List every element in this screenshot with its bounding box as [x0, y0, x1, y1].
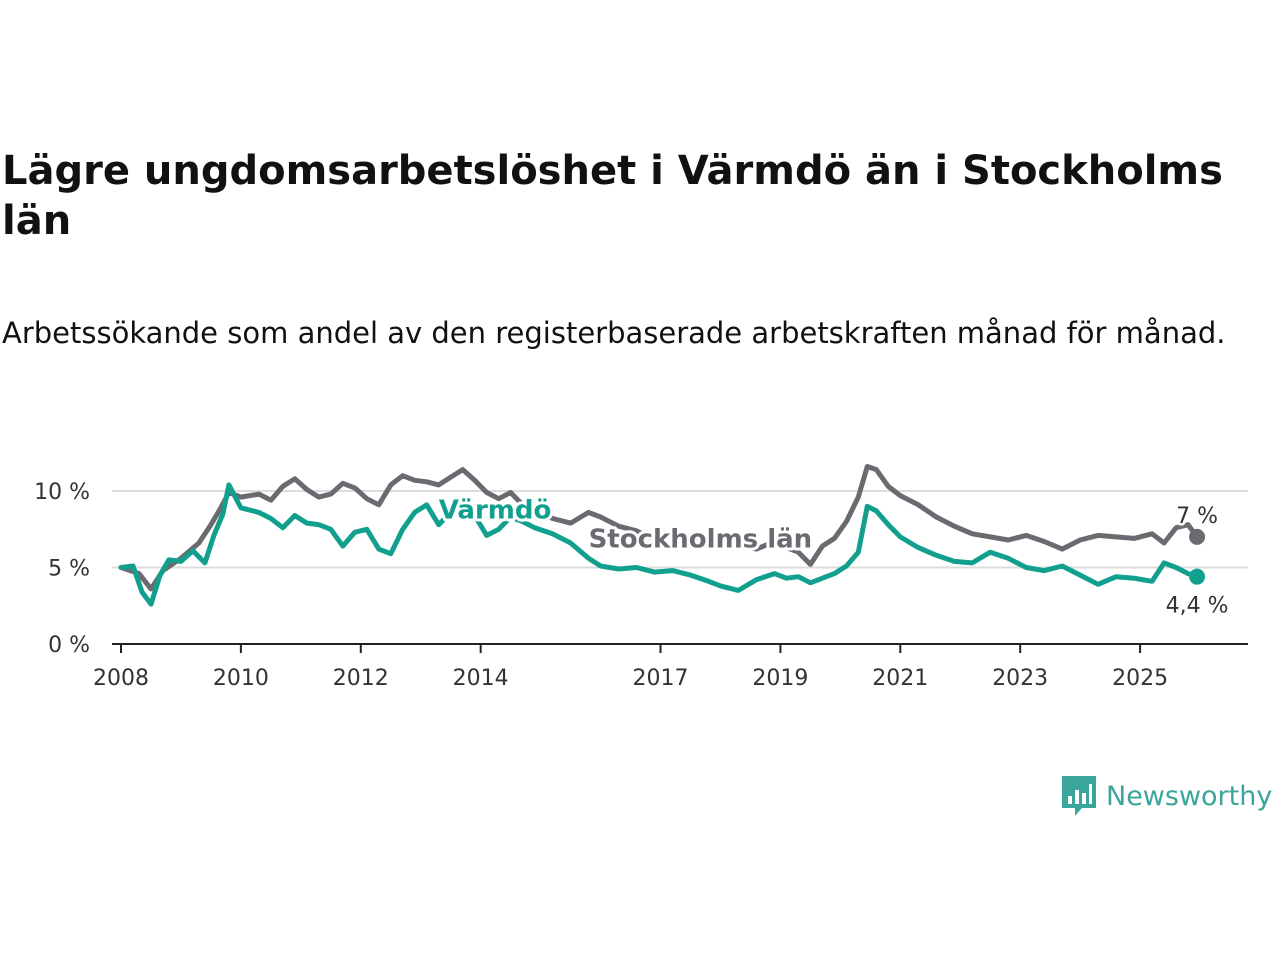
y-tick-label: 5 %	[48, 557, 90, 582]
series-label-v-rmd-: Värmdö	[439, 495, 552, 525]
x-tick-label: 2010	[213, 666, 269, 691]
x-tick-label: 2021	[872, 666, 928, 691]
x-tick-label: 2017	[633, 666, 689, 691]
end-label-v-rmd-: 4,4 %	[1166, 594, 1229, 619]
end-label-stockholms-l-n: 7 %	[1176, 504, 1218, 529]
x-tick-label: 2019	[752, 666, 808, 691]
series-label-stockholms-l-n: Stockholms län	[589, 524, 813, 554]
series-line-stockholms-l-n	[118, 464, 1200, 592]
newsworthy-icon	[1062, 776, 1096, 816]
series-line-v-rmd-	[118, 482, 1200, 607]
x-tick-label: 2014	[453, 666, 509, 691]
line-chart: 0 % 5 % 10 % 2008 2010 2012 2014 2017 2019 2021 20…	[34, 464, 1248, 691]
end-point-v-rmd-	[1189, 568, 1206, 585]
chart-subtitle: Arbetssökande som andel av den registerb…	[2, 316, 1226, 350]
series	[118, 464, 1206, 607]
axes: 0 % 5 % 10 % 2008 2010 2012 2014 2017 2019 2021 20…	[34, 480, 1248, 691]
x-tick-label: 2012	[333, 666, 389, 691]
chart-title: Lägre ungdomsarbetslöshet i Värmdö än i …	[2, 148, 1223, 244]
x-tick-label: 2008	[93, 666, 149, 691]
newsworthy-logo: Newsworthy	[1060, 774, 1272, 818]
y-tick-label: 10 %	[34, 480, 90, 505]
brand-name: Newsworthy	[1106, 780, 1273, 812]
y-tick-label: 0 %	[48, 633, 90, 658]
x-tick-label: 2025	[1112, 666, 1168, 691]
annotations: Stockholms län Värmdö 7 % 4,4 %	[436, 492, 1231, 621]
x-tick-label: 2023	[992, 666, 1048, 691]
end-point-stockholms-l-n	[1189, 528, 1206, 545]
